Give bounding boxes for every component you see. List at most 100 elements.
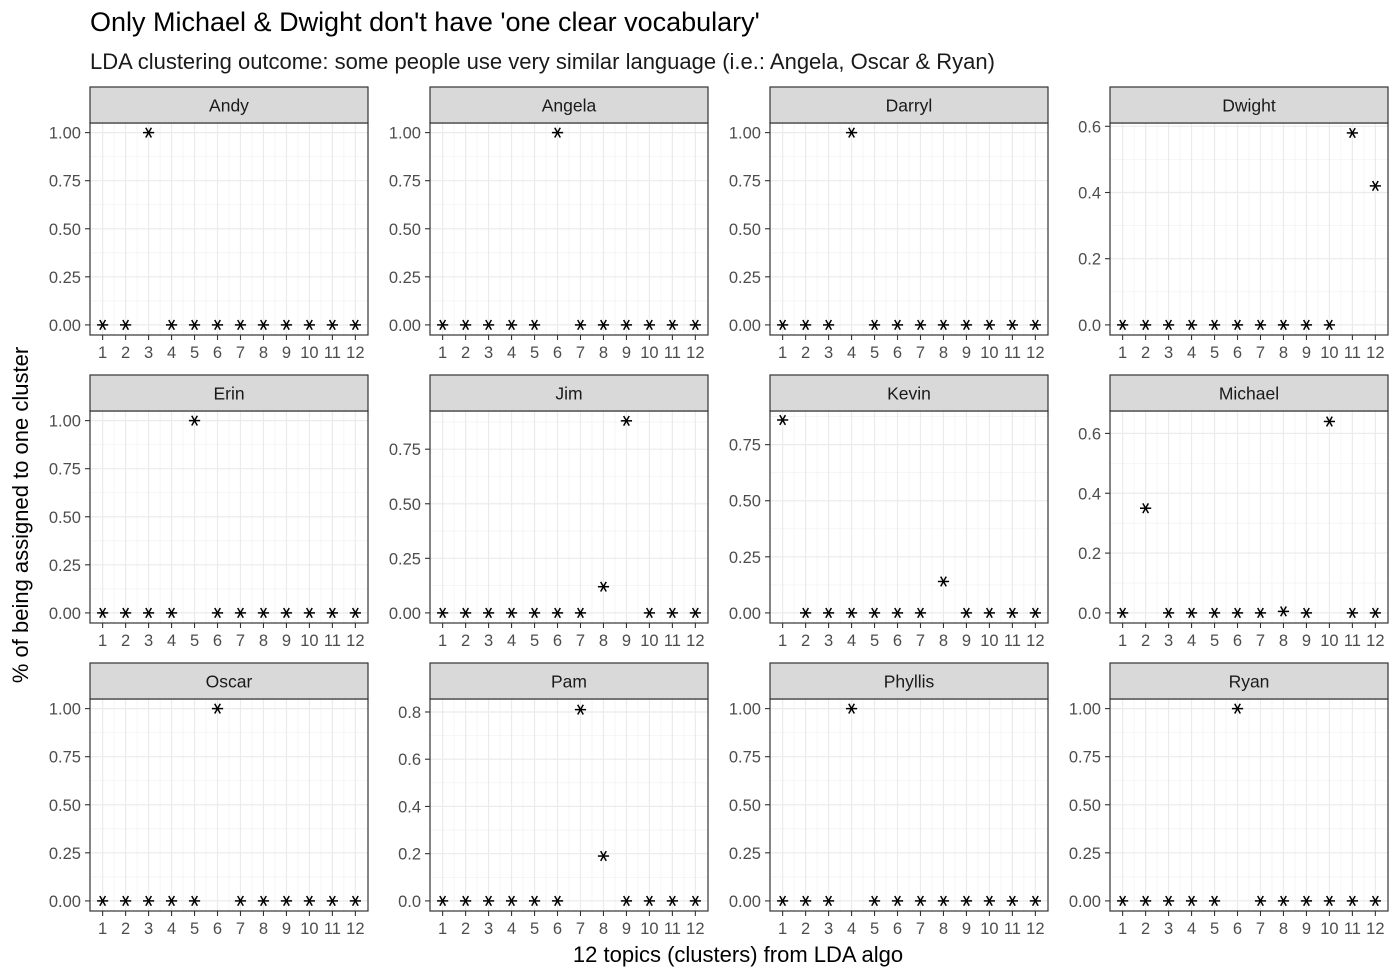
x-tick-label: 7 [916, 920, 925, 938]
x-tick-label: 5 [1210, 920, 1219, 938]
x-tick-label: 10 [300, 344, 318, 362]
facet-phyllis: 1 2 3 4 5 6 7 8 9 10 11 120.000.250.500.751.00Phyll… [729, 663, 1048, 938]
y-tick-label: 0.2 [398, 846, 421, 864]
x-tick-label: 10 [640, 920, 658, 938]
x-tick-label: 5 [1210, 632, 1219, 650]
x-tick-label: 7 [236, 632, 245, 650]
x-tick-label: 12 [1366, 632, 1384, 650]
y-tick-label: 0.25 [729, 549, 761, 567]
y-tick-label: 0.6 [1078, 425, 1101, 443]
y-tick-label: 0.4 [398, 798, 421, 816]
x-tick-label: 9 [282, 344, 291, 362]
x-tick-label: 6 [213, 344, 222, 362]
x-tick-label: 9 [962, 344, 971, 362]
x-tick-label: 8 [939, 632, 948, 650]
x-tick-label: 2 [801, 632, 810, 650]
chart-title: Only Michael & Dwight don't have 'one cl… [90, 7, 760, 37]
x-tick-label: 10 [1320, 632, 1338, 650]
x-tick-label: 5 [190, 920, 199, 938]
x-tick-label: 11 [1344, 632, 1361, 650]
facet-label: Angela [542, 96, 597, 116]
x-tick-label: 9 [282, 920, 291, 938]
x-tick-label: 10 [980, 920, 998, 938]
y-tick-label: 1.00 [1069, 701, 1101, 719]
x-tick-label: 12 [686, 632, 704, 650]
y-tick-label: 1.00 [729, 125, 761, 143]
y-tick-label: 0.75 [49, 461, 81, 479]
facet-jim: 1 2 3 4 5 6 7 8 9 10 11 120.000.250.500.75Jim [389, 375, 708, 650]
x-tick-label: 8 [599, 920, 608, 938]
x-tick-label: 12 [1366, 344, 1384, 362]
y-tick-label: 0.75 [1069, 749, 1101, 767]
x-tick-label: 2 [461, 632, 470, 650]
facet-michael: 1 2 3 4 5 6 7 8 9 10 11 120.00.20.40.6Michael [1078, 375, 1388, 650]
x-tick-label: 2 [801, 920, 810, 938]
y-tick-label: 0.2 [1078, 251, 1101, 269]
x-tick-label: 8 [259, 632, 268, 650]
y-tick-label: 0.25 [389, 269, 421, 287]
x-tick-label: 1 [1118, 920, 1127, 938]
x-tick-label: 7 [576, 920, 585, 938]
y-tick-label: 0.50 [49, 797, 81, 815]
x-tick-label: 1 [98, 344, 107, 362]
y-tick-label: 0.00 [389, 605, 421, 623]
y-tick-label: 0.00 [49, 317, 81, 335]
x-tick-label: 8 [1279, 632, 1288, 650]
x-tick-label: 9 [622, 344, 631, 362]
y-tick-label: 0.0 [1078, 317, 1101, 335]
x-tick-label: 1 [438, 632, 447, 650]
x-tick-label: 2 [121, 344, 130, 362]
y-tick-label: 0.75 [729, 437, 761, 455]
y-tick-label: 0.0 [398, 893, 421, 911]
x-tick-label: 5 [190, 632, 199, 650]
facet-label: Dwight [1222, 96, 1276, 116]
facet-label: Erin [213, 384, 244, 404]
y-tick-label: 0.75 [389, 441, 421, 459]
facet-label: Andy [209, 96, 249, 116]
x-tick-label: 2 [121, 920, 130, 938]
x-tick-label: 6 [213, 632, 222, 650]
x-tick-label: 1 [778, 344, 787, 362]
x-tick-label: 10 [640, 632, 658, 650]
facet-label: Michael [1219, 384, 1279, 404]
x-tick-label: 5 [530, 920, 539, 938]
x-tick-label: 7 [576, 632, 585, 650]
y-tick-label: 0.00 [729, 893, 761, 911]
x-tick-label: 4 [1187, 344, 1196, 362]
x-tick-label: 1 [1118, 632, 1127, 650]
x-tick-label: 4 [167, 920, 176, 938]
x-tick-label: 3 [1164, 632, 1173, 650]
y-tick-label: 0.50 [49, 221, 81, 239]
y-tick-label: 0.00 [729, 605, 761, 623]
x-tick-label: 7 [1256, 632, 1265, 650]
x-tick-label: 1 [98, 920, 107, 938]
y-tick-label: 0.0 [1078, 605, 1101, 623]
facet-dwight: 1 2 3 4 5 6 7 8 9 10 11 120.00.20.40.6Dwight [1078, 87, 1388, 362]
y-tick-label: 0.50 [729, 221, 761, 239]
x-tick-label: 12 [1366, 920, 1384, 938]
x-tick-label: 2 [1141, 344, 1150, 362]
y-tick-label: 0.25 [729, 845, 761, 863]
y-tick-label: 0.4 [1078, 485, 1101, 503]
x-tick-label: 4 [167, 344, 176, 362]
x-tick-label: 12 [1026, 344, 1044, 362]
x-tick-label: 3 [824, 344, 833, 362]
x-tick-label: 3 [144, 632, 153, 650]
x-tick-label: 1 [778, 632, 787, 650]
x-tick-label: 8 [1279, 344, 1288, 362]
x-tick-label: 11 [664, 344, 681, 362]
x-tick-label: 11 [1004, 632, 1021, 650]
x-tick-label: 1 [778, 920, 787, 938]
x-tick-label: 11 [1004, 920, 1021, 938]
x-tick-label: 10 [640, 344, 658, 362]
y-tick-label: 0.00 [49, 605, 81, 623]
x-tick-label: 10 [980, 344, 998, 362]
x-tick-label: 6 [553, 344, 562, 362]
y-tick-label: 0.75 [729, 173, 761, 191]
x-tick-label: 3 [144, 920, 153, 938]
x-tick-label: 6 [213, 920, 222, 938]
y-tick-label: 0.75 [729, 749, 761, 767]
x-tick-label: 8 [599, 632, 608, 650]
